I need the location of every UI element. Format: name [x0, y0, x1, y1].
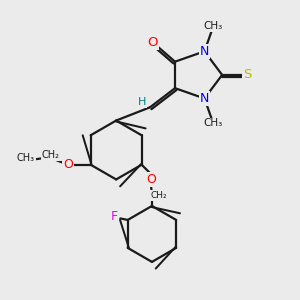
Text: CH₃: CH₃ [204, 118, 223, 128]
Text: CH₃: CH₃ [204, 21, 223, 31]
Text: S: S [243, 68, 251, 81]
Text: N: N [200, 92, 209, 105]
Text: CH₂: CH₂ [150, 191, 167, 200]
Text: F: F [111, 211, 118, 224]
Text: N: N [200, 45, 209, 58]
Text: CH₂: CH₂ [42, 150, 60, 160]
Text: H: H [138, 97, 146, 107]
Text: CH₃: CH₃ [17, 153, 35, 163]
Text: O: O [146, 173, 156, 186]
Text: O: O [148, 36, 158, 49]
Text: O: O [63, 158, 73, 171]
